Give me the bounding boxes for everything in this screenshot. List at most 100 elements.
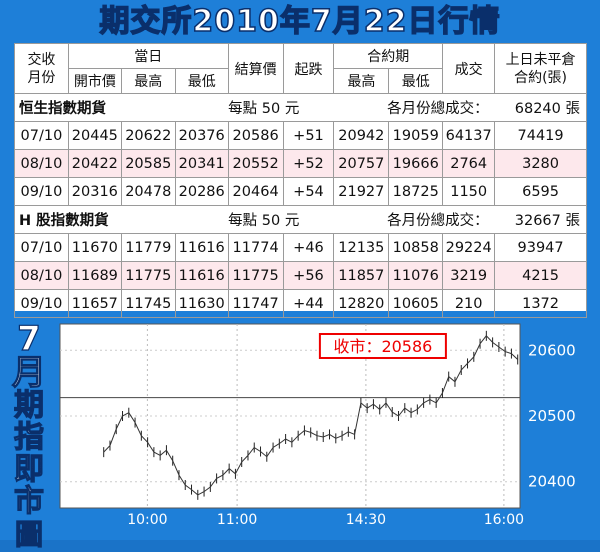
cell-contract-high: 20757 xyxy=(333,149,390,178)
page-title: 期交所2010年7月22日行情 xyxy=(99,3,501,40)
cell-high: 20478 xyxy=(120,177,176,206)
side-label-char: 市 xyxy=(13,484,44,519)
cell-open-interest: 6595 xyxy=(494,177,587,206)
cell-open: 11670 xyxy=(67,233,122,262)
cell-volume: 3219 xyxy=(442,261,496,290)
cell-contract-low: 19666 xyxy=(388,149,444,178)
header-oi-line1: 上日未平倉 xyxy=(505,51,576,68)
cell-contract-low: 10858 xyxy=(388,233,444,262)
side-label: 7 月 期 指 即 市 圖 xyxy=(8,319,50,552)
cell-volume: 210 xyxy=(442,289,496,318)
header-day: 當日 xyxy=(67,43,229,69)
header-row-1: 交收 月份 當日 結算價 起跌 合約期 成交 上日未平倉 合約(張) xyxy=(14,43,587,94)
section-total-label: 各月份總成交： xyxy=(333,93,495,122)
side-label-char: 指 xyxy=(13,420,44,455)
header-contract-high: 最高 xyxy=(333,68,390,94)
cell-change: +46 xyxy=(282,233,335,262)
section-total: 32667 張 xyxy=(494,205,587,234)
cell-open-interest: 74419 xyxy=(494,121,587,150)
cell-high: 11779 xyxy=(120,233,176,262)
cell-month: 09/10 xyxy=(14,177,69,206)
cell-change: +54 xyxy=(282,177,335,206)
cell-open: 11657 xyxy=(67,289,122,318)
cell-settle: 20552 xyxy=(227,149,284,178)
section-per-point: 每點 50 元 xyxy=(228,93,334,122)
x-tick-label: 10:00 xyxy=(127,512,167,528)
cell-volume: 2764 xyxy=(442,149,496,178)
table-row: 07/10 11670 11779 11616 11774 +46 12135 … xyxy=(14,233,587,262)
cell-low: 20376 xyxy=(174,121,229,150)
y-tick-label: 20400 xyxy=(528,473,576,491)
side-label-char: 7 xyxy=(17,319,42,359)
header-settle: 結算價 xyxy=(227,43,284,94)
y-tick-label: 20500 xyxy=(528,407,576,425)
cell-high: 20585 xyxy=(120,149,176,178)
header-contract-low: 最低 xyxy=(388,68,444,94)
cell-contract-high: 21927 xyxy=(333,177,390,206)
cell-contract-low: 18725 xyxy=(388,177,444,206)
section-name: 恒生指數期貨 xyxy=(14,93,229,122)
price-line xyxy=(103,335,519,496)
x-tick-label: 16:00 xyxy=(484,512,524,528)
cell-change: +51 xyxy=(282,121,335,150)
table-row: 09/10 11657 11745 11630 11747 +44 12820 … xyxy=(14,289,587,318)
cell-volume: 1150 xyxy=(442,177,496,206)
cell-open-interest: 4215 xyxy=(494,261,587,290)
cell-low: 20286 xyxy=(174,177,229,206)
cell-open-interest: 1372 xyxy=(494,289,587,318)
cell-volume: 29224 xyxy=(442,233,496,262)
cell-month: 08/10 xyxy=(14,261,69,290)
header-high: 最高 xyxy=(120,68,176,94)
side-label-char: 圖 xyxy=(14,517,43,551)
cell-month: 08/10 xyxy=(14,149,69,178)
cell-settle: 11775 xyxy=(227,261,284,290)
cell-contract-high: 12820 xyxy=(333,289,390,318)
cell-high: 11775 xyxy=(120,261,176,290)
table-row: 09/10 20316 20478 20286 20464 +54 21927 … xyxy=(14,177,587,206)
header-month-line1: 交收 xyxy=(27,51,56,68)
cell-open: 20422 xyxy=(67,149,122,178)
header-month: 交收 月份 xyxy=(14,43,69,94)
section-total: 68240 張 xyxy=(494,93,587,122)
cell-contract-low: 19059 xyxy=(388,121,444,150)
section-per-point: 每點 50 元 xyxy=(228,205,334,234)
intraday-chart: 10:00 11:00 14:30 16:00 20400 20500 20600 收市：20… xyxy=(56,320,588,530)
cell-contract-high: 12135 xyxy=(333,233,390,262)
quote-table: 交收 月份 當日 結算價 起跌 合約期 成交 上日未平倉 合約(張) 開市價 最… xyxy=(14,43,587,318)
cell-volume: 64137 xyxy=(442,121,496,150)
x-tick-label: 14:30 xyxy=(346,512,386,528)
table-row: 08/10 20422 20585 20341 20552 +52 20757 … xyxy=(14,149,587,178)
cell-month: 09/10 xyxy=(14,289,69,318)
header-row-2: 開市價 最高 最低 最高 最低 xyxy=(15,68,587,94)
cell-month: 07/10 xyxy=(14,121,69,150)
side-label-char: 即 xyxy=(13,452,44,487)
cell-low: 11630 xyxy=(174,289,229,318)
section-total-label: 各月份總成交： xyxy=(333,205,495,234)
header-contract: 合約期 xyxy=(333,43,444,69)
header-low: 最低 xyxy=(174,68,229,94)
y-tick-label: 20600 xyxy=(528,341,576,359)
cell-settle: 20464 xyxy=(227,177,284,206)
cell-change: +44 xyxy=(282,289,335,318)
header-change: 起跌 xyxy=(282,43,335,94)
cell-low: 11616 xyxy=(174,261,229,290)
cell-contract-low: 11076 xyxy=(388,261,444,290)
cell-settle: 11747 xyxy=(227,289,284,318)
cell-change: +56 xyxy=(282,261,335,290)
section-header-hsi: 恒生指數期貨 每點 50 元 各月份總成交： 68240 張 xyxy=(14,93,587,122)
quote-table-wrap: 交收 月份 當日 結算價 起跌 合約期 成交 上日未平倉 合約(張) 開市價 最… xyxy=(14,43,587,318)
cell-contract-high: 11857 xyxy=(333,261,390,290)
section-header-hscei: H 股指數期貨 每點 50 元 各月份總成交： 32667 張 xyxy=(14,205,587,234)
cell-open: 20316 xyxy=(67,177,122,206)
cell-open: 20445 xyxy=(67,121,122,150)
cell-high: 20622 xyxy=(120,121,176,150)
side-label-char: 月 xyxy=(11,353,46,393)
cell-open: 11689 xyxy=(67,261,122,290)
side-label-char: 期 xyxy=(13,388,44,423)
close-label-box xyxy=(318,333,447,359)
cell-settle: 11774 xyxy=(227,233,284,262)
header-oi-line2: 合約(張) xyxy=(514,69,568,86)
cell-settle: 20586 xyxy=(227,121,284,150)
cell-low: 20341 xyxy=(174,149,229,178)
cell-open-interest: 93947 xyxy=(494,233,587,262)
